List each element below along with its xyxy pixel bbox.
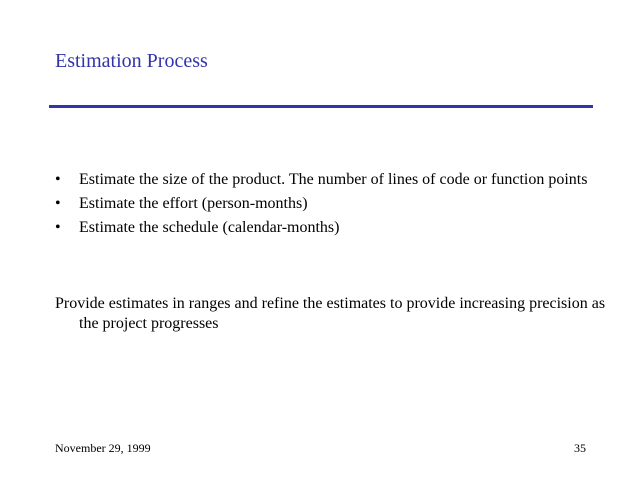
bullet-item: • Estimate the schedule (calendar-months) [55,218,595,238]
bullet-icon: • [55,171,61,188]
slide-title: Estimation Process [55,50,208,72]
bullet-text: Estimate the schedule (calendar-months) [79,219,340,236]
bullet-icon: • [55,195,61,212]
bullet-text: Estimate the size of the product. The nu… [79,171,588,188]
body-paragraph: Provide estimates in ranges and refine t… [55,295,606,332]
title-divider [49,105,593,108]
bullet-item: • Estimate the effort (person-months) [55,194,595,214]
bullet-icon: • [55,219,61,236]
bullet-item: • Estimate the size of the product. The n… [55,170,595,190]
footer-date: November 29, 1999 [55,441,151,455]
bullet-list: • Estimate the size of the product. The n… [55,170,595,242]
bullet-text: Estimate the effort (person-months) [79,195,308,212]
page-number: 35 [574,441,586,455]
